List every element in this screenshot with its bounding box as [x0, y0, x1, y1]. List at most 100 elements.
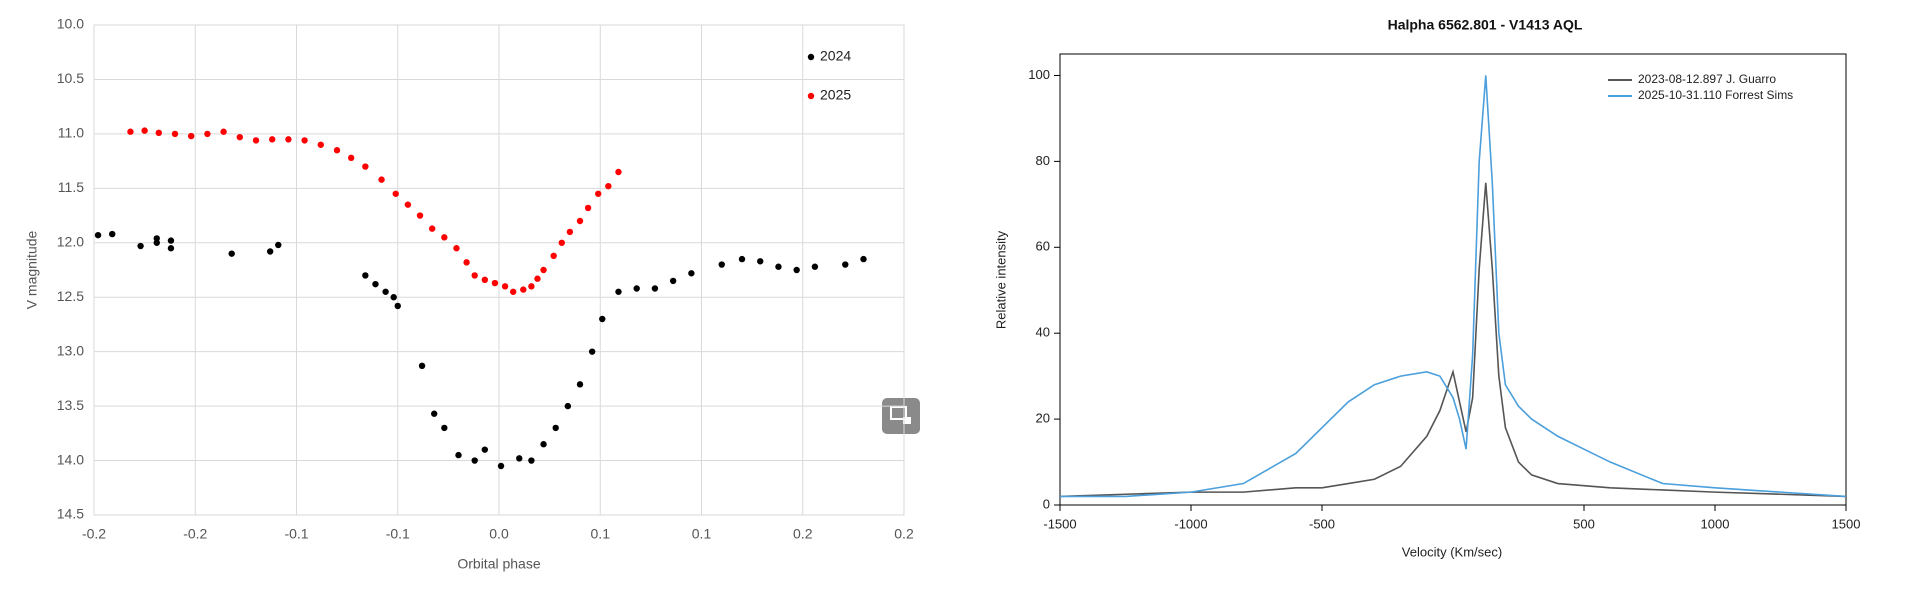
data-point — [453, 245, 460, 252]
data-point — [605, 182, 612, 190]
data-point — [416, 212, 424, 219]
x-tick-label: -1500 — [1043, 516, 1076, 531]
legend-label: 2025-10-31.110 Forrest Sims — [1638, 88, 1793, 102]
data-point — [584, 204, 592, 212]
data-point — [171, 130, 179, 138]
data-point — [252, 137, 260, 144]
data-point — [738, 255, 746, 263]
data-point — [718, 261, 725, 268]
data-point — [428, 225, 436, 232]
legend-marker — [807, 92, 815, 100]
data-point — [540, 441, 547, 448]
y-tick-label: 60 — [1036, 239, 1050, 254]
y-tick-label: 10.0 — [57, 16, 84, 32]
data-point — [757, 258, 764, 265]
data-point — [404, 201, 412, 208]
legend-marker — [807, 53, 815, 61]
y-tick-label: 14.0 — [57, 451, 84, 467]
data-point — [378, 176, 385, 183]
data-point — [576, 381, 584, 388]
y-tick-label: 40 — [1036, 325, 1050, 340]
data-point — [266, 248, 274, 255]
data-point — [615, 168, 622, 176]
data-point — [528, 457, 535, 464]
data-point — [481, 446, 489, 453]
icon-inset — [903, 417, 911, 424]
data-point — [793, 266, 800, 274]
data-point — [347, 154, 355, 162]
data-point — [615, 288, 622, 295]
data-point — [188, 132, 195, 140]
data-point — [236, 133, 243, 141]
data-point — [382, 288, 389, 295]
data-point — [228, 250, 235, 257]
data-line — [1060, 75, 1847, 498]
y-tick-label: 80 — [1036, 153, 1050, 168]
data-point — [441, 234, 448, 241]
data-point — [842, 261, 849, 268]
x-tick-label: -0.2 — [183, 526, 207, 542]
data-point — [528, 283, 535, 290]
y-tick-label: 0 — [1043, 496, 1050, 511]
data-point — [775, 263, 782, 270]
data-point — [540, 266, 547, 274]
data-point — [599, 315, 606, 323]
data-point — [576, 217, 584, 225]
data-point — [372, 280, 379, 288]
data-point — [633, 285, 640, 292]
data-point — [167, 237, 175, 244]
data-point — [516, 455, 523, 462]
x-tick-label: -0.1 — [386, 526, 410, 542]
data-point — [167, 245, 175, 252]
x-tick-label: 500 — [1573, 516, 1595, 531]
data-point — [141, 127, 148, 134]
y-tick-label: 14.5 — [57, 506, 84, 522]
data-point — [471, 457, 478, 464]
data-point — [520, 286, 527, 293]
data-point — [564, 402, 572, 410]
y-tick-label: 12.5 — [57, 288, 84, 304]
x-tick-label: -500 — [1309, 516, 1335, 531]
y-tick-label: 12.0 — [57, 233, 84, 249]
data-point — [285, 136, 292, 143]
expand-icon[interactable] — [882, 398, 920, 434]
data-point — [558, 239, 565, 246]
data-point — [362, 163, 369, 170]
data-point — [127, 128, 134, 135]
data-point — [204, 130, 211, 138]
x-axis-title: Velocity (Km/sec) — [1402, 544, 1502, 559]
legend-label: 2024 — [820, 48, 851, 64]
data-point — [497, 462, 505, 470]
data-point — [688, 270, 695, 277]
data-point — [463, 259, 470, 266]
x-tick-label: 1000 — [1701, 516, 1730, 531]
data-point — [534, 275, 541, 282]
data-point — [155, 129, 162, 136]
icon-frame — [890, 406, 907, 420]
data-point — [860, 255, 867, 263]
x-tick-label: 0.2 — [793, 526, 813, 542]
data-point — [94, 231, 102, 239]
icon-background[interactable] — [882, 398, 920, 434]
data-point — [394, 302, 401, 310]
y-axis-title: V magnitude — [24, 230, 40, 309]
x-tick-label: -1000 — [1174, 516, 1207, 531]
data-point — [455, 451, 462, 459]
data-point — [595, 190, 602, 197]
data-point — [441, 424, 448, 432]
y-tick-label: 10.5 — [57, 70, 84, 86]
y-tick-label: 11.0 — [58, 125, 84, 141]
data-point — [137, 242, 144, 250]
data-point — [153, 239, 160, 246]
data-point — [109, 230, 116, 238]
y-tick-label: 20 — [1036, 411, 1050, 426]
data-point — [552, 424, 559, 432]
data-point — [811, 263, 819, 270]
data-point — [392, 190, 399, 197]
x-tick-label: 1500 — [1832, 516, 1861, 531]
data-point — [275, 241, 282, 249]
y-tick-label: 100 — [1028, 67, 1050, 82]
data-point — [651, 285, 659, 292]
data-point — [501, 283, 509, 290]
plot-frame — [93, 24, 905, 516]
